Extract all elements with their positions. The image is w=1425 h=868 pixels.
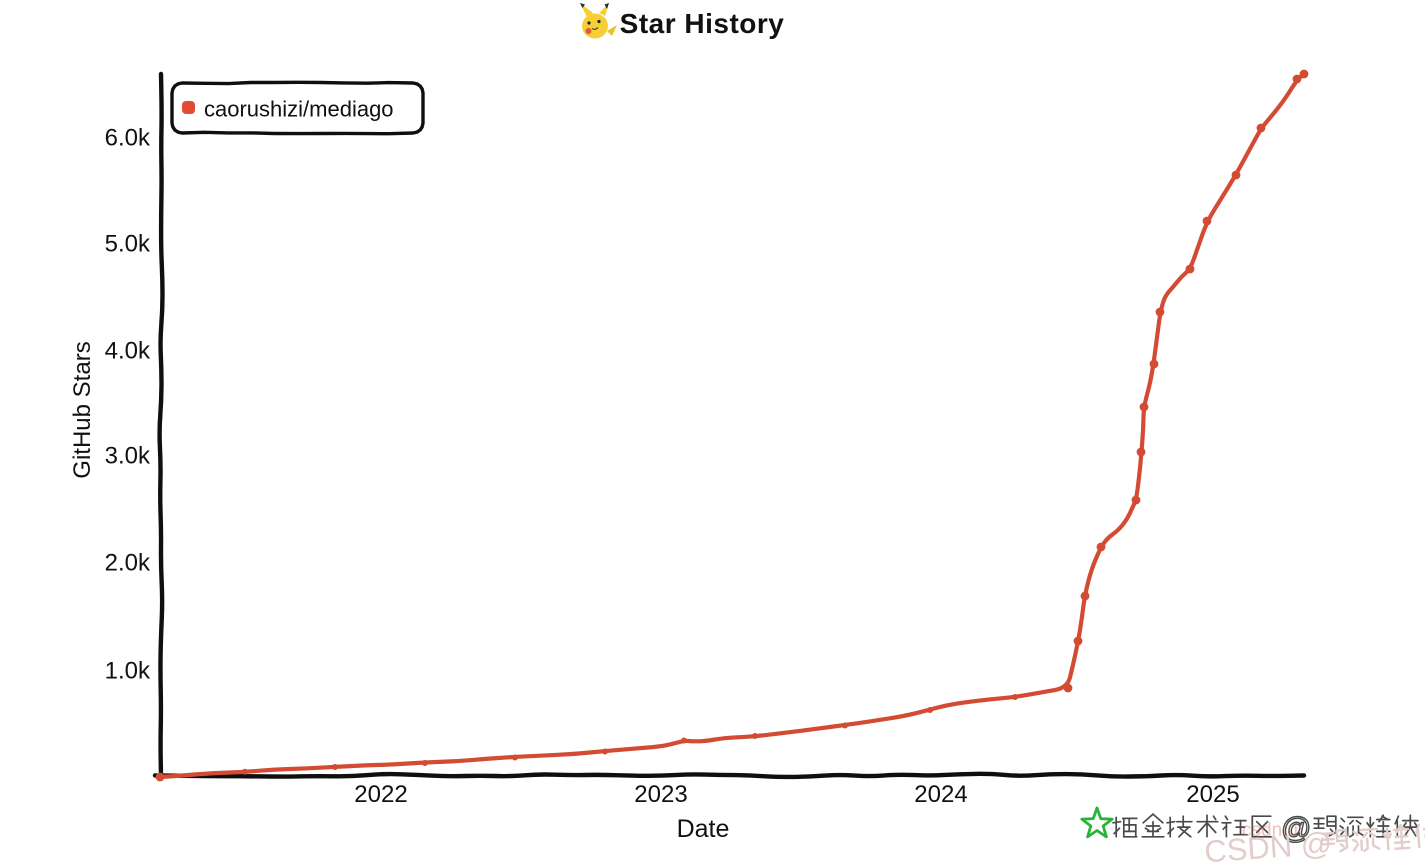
- svg-text:csdn.u: csdn.u: [1242, 820, 1298, 841]
- svg-text:6.0k: 6.0k: [105, 125, 151, 152]
- svg-text:@: @: [1281, 812, 1311, 845]
- svg-text:2025: 2025: [1186, 781, 1239, 808]
- svg-text:caorushizi/mediago: caorushizi/mediago: [204, 97, 394, 122]
- svg-text:GitHub Stars: GitHub Stars: [69, 341, 96, 478]
- svg-text:4.0k: 4.0k: [105, 338, 151, 365]
- svg-text:Date: Date: [677, 815, 730, 843]
- svg-text:3.0k: 3.0k: [105, 443, 151, 470]
- svg-text:2023: 2023: [634, 781, 687, 808]
- svg-text:CSDN @: CSDN @: [1203, 825, 1333, 868]
- svg-text:2022: 2022: [354, 781, 407, 808]
- svg-text:2024: 2024: [914, 781, 967, 808]
- svg-text:1.0k: 1.0k: [105, 658, 151, 685]
- svg-text:5.0k: 5.0k: [105, 231, 151, 258]
- svg-text:2.0k: 2.0k: [105, 550, 151, 577]
- svg-text:Star History: Star History: [620, 8, 785, 39]
